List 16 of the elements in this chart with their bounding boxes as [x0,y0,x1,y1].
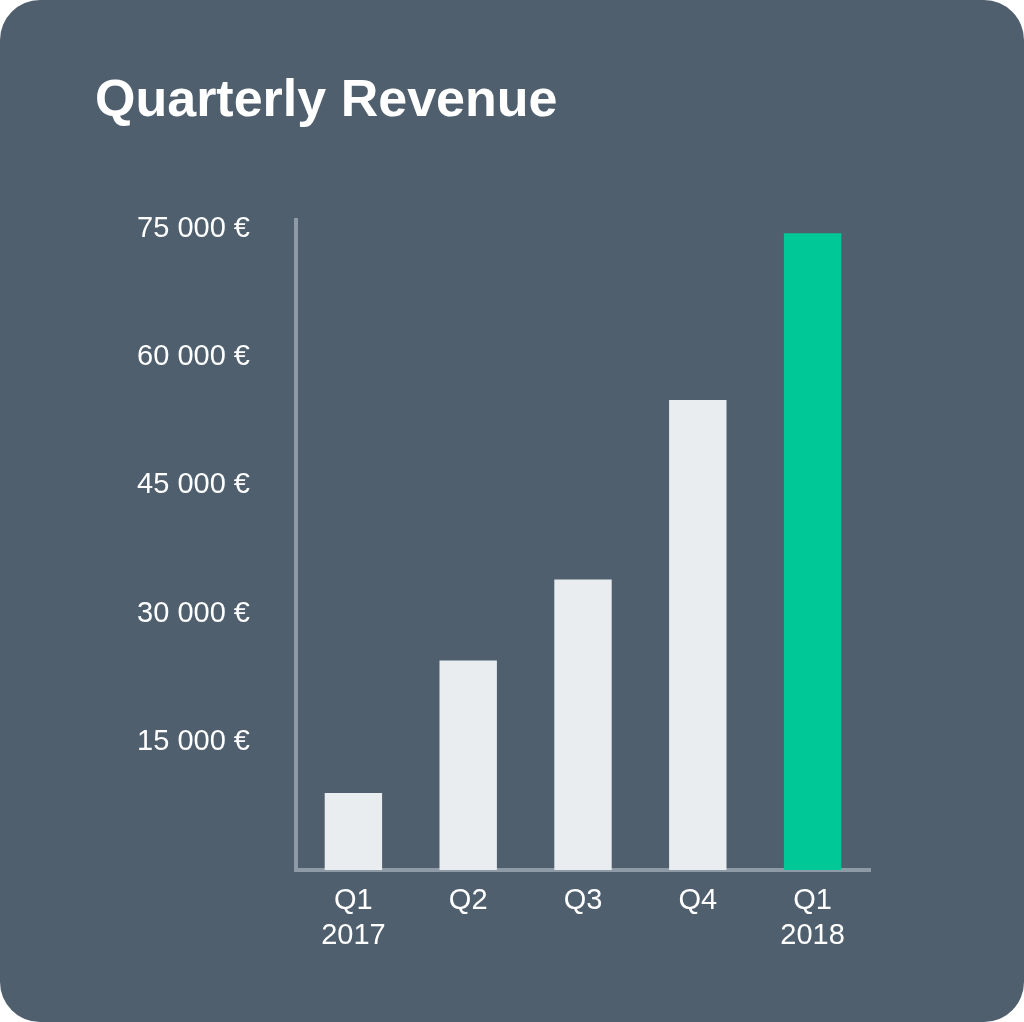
y-tick-label: 45 000 € [137,467,250,500]
x-tick-label: Q4 [678,883,718,916]
bar [669,399,727,870]
x-tick-label: Q1 2018 [780,883,845,951]
chart-title: Quarterly Revenue [95,68,558,127]
x-tick-label: Q1 2017 [321,883,386,951]
bar [324,793,383,870]
bar [554,579,612,870]
y-tick-label: 60 000 € [137,339,250,372]
y-tick-label: 75 000 € [137,210,250,243]
x-tick-label: Q2 [448,883,488,916]
bar [783,233,842,870]
x-tick-label: Q3 [563,883,603,916]
y-tick-label: 30 000 € [137,595,250,628]
y-tick-label: 15 000 € [137,723,250,756]
bar [439,660,497,870]
